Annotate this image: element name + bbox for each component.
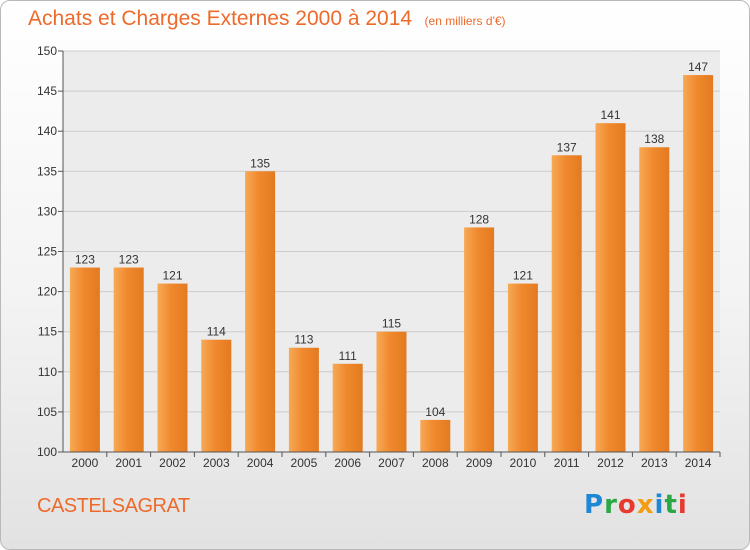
- y-tick-label: 115: [38, 325, 57, 339]
- y-tick-label: 100: [37, 445, 57, 459]
- chart-title: Achats et Charges Externes 2000 à 2014: [28, 7, 413, 30]
- x-tick-label-2003: 2003: [203, 456, 230, 470]
- x-tick-label-2005: 2005: [291, 456, 318, 470]
- bar-2006: [332, 363, 363, 452]
- value-label-2009: 128: [469, 212, 489, 226]
- proxiti-logo: Proxiti: [584, 490, 688, 520]
- x-tick-label-2002: 2002: [159, 456, 186, 470]
- x-tick-label-2007: 2007: [378, 456, 405, 470]
- value-label-2010: 121: [513, 269, 533, 283]
- bar-2010: [507, 283, 538, 452]
- bar-2013: [639, 147, 670, 453]
- bar-2008: [420, 419, 451, 452]
- value-label-2005: 113: [294, 333, 313, 347]
- logo-letter: x: [636, 490, 655, 520]
- logo-letter: i: [654, 490, 665, 520]
- value-label-2013: 138: [644, 132, 664, 146]
- x-tick-label-2012: 2012: [597, 456, 624, 470]
- logo-letter: P: [584, 490, 605, 520]
- x-tick-label-2001: 2001: [115, 456, 142, 470]
- logo-letter: r: [604, 490, 618, 520]
- x-tick-label-2009: 2009: [466, 456, 493, 470]
- y-tick-label: 135: [37, 164, 57, 178]
- y-tick-label: 140: [37, 124, 57, 138]
- value-label-2012: 141: [600, 108, 620, 122]
- value-label-2006: 111: [339, 349, 358, 363]
- x-tick-label-2006: 2006: [334, 456, 361, 470]
- logo-letter: i: [677, 490, 688, 520]
- x-tick-label-2008: 2008: [422, 456, 449, 470]
- y-tick-label: 145: [37, 84, 57, 98]
- place-name: CASTELSAGRAT: [37, 495, 190, 517]
- x-tick-label-2014: 2014: [685, 456, 712, 470]
- value-label-2004: 135: [250, 156, 270, 170]
- bar-2005: [288, 347, 319, 452]
- y-tick-label: 120: [37, 285, 57, 299]
- y-tick-label: 150: [37, 44, 57, 58]
- bar-2011: [551, 155, 582, 452]
- bar-2003: [201, 339, 232, 452]
- x-tick-label-2010: 2010: [510, 456, 537, 470]
- value-label-2001: 123: [119, 253, 139, 267]
- bar-2002: [157, 283, 188, 452]
- bar-2001: [113, 267, 144, 452]
- x-tick-label-2013: 2013: [641, 456, 668, 470]
- y-tick-label: 105: [37, 405, 57, 419]
- value-label-2003: 114: [207, 325, 226, 339]
- bar-2014: [683, 75, 714, 452]
- bar-2004: [245, 171, 276, 453]
- value-label-2007: 115: [382, 317, 401, 331]
- value-label-2008: 104: [425, 405, 445, 419]
- bar-layer: [69, 75, 714, 453]
- value-label-2011: 137: [557, 140, 577, 154]
- chart-subtitle: (en milliers d'€): [424, 14, 506, 28]
- value-label-2014: 147: [688, 60, 708, 74]
- x-tick-label-2011: 2011: [554, 456, 580, 470]
- y-tick-label: 130: [37, 204, 57, 218]
- label-layer: 123 123 121 114 135 113 111 115 104 128 121 137 141 1…: [75, 60, 709, 419]
- bar-2007: [376, 331, 407, 452]
- axis-layer: 100 105 110 115 120 125 130 135 140 145 150 2000 200…: [37, 44, 721, 470]
- bar-2000: [69, 267, 100, 452]
- bar-2009: [464, 227, 495, 452]
- logo-letter: o: [617, 490, 637, 520]
- value-label-2002: 121: [162, 269, 182, 283]
- y-tick-label: 110: [38, 365, 57, 379]
- y-tick-label: 125: [37, 245, 57, 259]
- value-label-2000: 123: [75, 253, 95, 267]
- x-tick-label-2000: 2000: [72, 456, 99, 470]
- logo-letter: t: [664, 490, 678, 520]
- bar-2012: [595, 123, 626, 453]
- x-tick-label-2004: 2004: [247, 456, 274, 470]
- title-line: Achats et Charges Externes 2000 à 2014 (…: [28, 7, 506, 31]
